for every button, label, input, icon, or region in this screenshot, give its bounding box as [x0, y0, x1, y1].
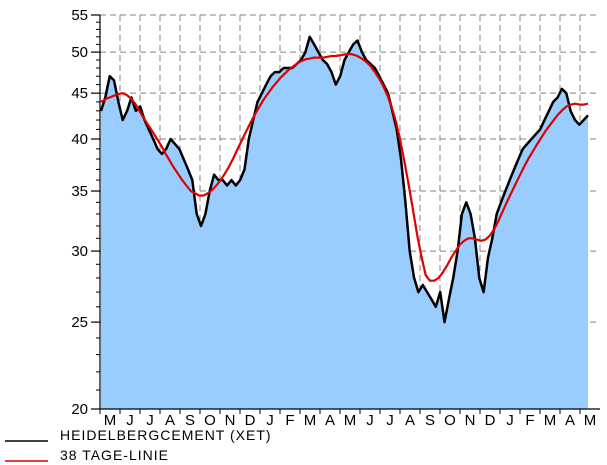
x-tick-label: S	[185, 412, 195, 429]
y-tick-label: 35	[71, 183, 88, 200]
x-tick-label: D	[245, 412, 256, 429]
x-tick-label: F	[525, 412, 534, 429]
legend: HEIDELBERGCEMENT (XET) 38 TAGE-LINIE	[5, 427, 272, 463]
x-tick-label: F	[285, 412, 294, 429]
x-tick-label: M	[544, 412, 557, 429]
x-tick-label: S	[425, 412, 435, 429]
x-tick-label: J	[146, 412, 154, 429]
y-tick-label: 25	[71, 314, 88, 331]
price-line	[99, 35, 589, 324]
x-tick-label: D	[485, 412, 496, 429]
series-lines	[99, 35, 589, 324]
plot-frame	[99, 15, 600, 410]
price-area	[101, 36, 588, 410]
y-tick-label: 30	[71, 243, 88, 260]
moving-average-line	[100, 52, 589, 282]
x-tick-label: A	[165, 412, 175, 429]
x-tick-label: J	[366, 412, 374, 429]
x-tick-label: A	[565, 412, 575, 429]
y-tick-label: 45	[71, 85, 88, 102]
x-tick-label: N	[225, 412, 236, 429]
x-tick-label: J	[126, 412, 134, 429]
x-tick-label: J	[506, 412, 514, 429]
x-tick-label: J	[266, 412, 274, 429]
y-tick-label: 55	[71, 7, 88, 24]
x-tick-label: J	[386, 412, 394, 429]
x-tick-label: M	[344, 412, 357, 429]
x-tick-label: A	[405, 412, 415, 429]
x-tick-label: M	[104, 412, 117, 429]
x-tick-label: A	[325, 412, 335, 429]
legend-label: HEIDELBERGCEMENT (XET)	[60, 427, 272, 443]
x-tick-label: M	[584, 412, 597, 429]
y-tick-label: 50	[71, 44, 88, 61]
x-tick-label: O	[444, 412, 456, 429]
x-tick-label: O	[204, 412, 216, 429]
x-tick-label: N	[465, 412, 476, 429]
legend-label: 38 TAGE-LINIE	[60, 447, 169, 463]
y-axis-ticks: 20 25 30 35 40 45 50 55	[71, 7, 100, 418]
y-tick-label: 40	[71, 131, 88, 148]
x-tick-label: M	[304, 412, 317, 429]
price-area-fill	[101, 36, 588, 410]
y-tick-label: 20	[71, 401, 88, 418]
